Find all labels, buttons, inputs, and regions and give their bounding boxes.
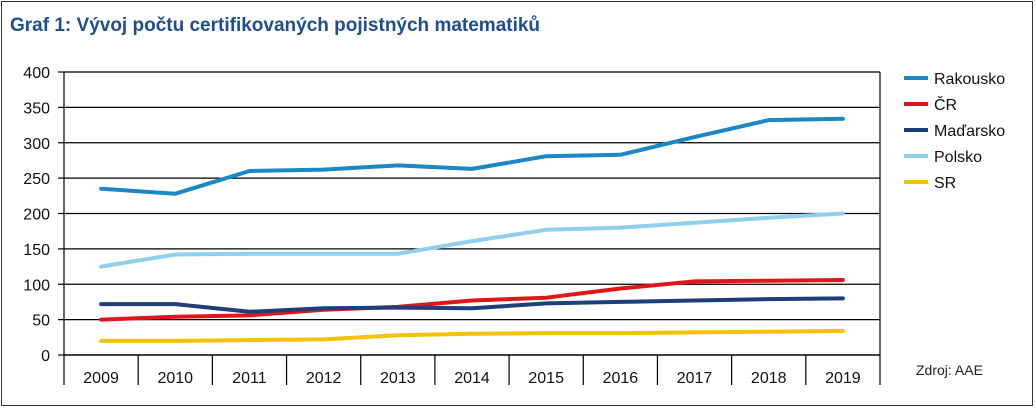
series-line-4 [99,328,845,343]
y-tick-label: 50 [32,313,50,330]
y-tick-label: 400 [23,65,50,82]
series-line-0 [99,116,845,196]
axes: 0 50 100 150 200 250 300 350 400 2009 2010 2011 2012… [23,65,881,387]
x-tick-label: 2015 [528,370,564,387]
x-tick-label: 2014 [454,370,490,387]
y-tick-label: 350 [23,100,50,117]
x-tick-label: 2009 [83,370,119,387]
legend-label-0: Rakousko [934,71,1005,88]
x-tick-label: 2013 [380,370,416,387]
x-tick-label: 2017 [677,370,713,387]
legend-label-3: Polsko [934,149,982,166]
x-tick-label: 2012 [306,370,342,387]
legend-label-4: SR [934,175,956,192]
x-tick-label: 2016 [603,370,639,387]
y-tick-label: 0 [41,348,50,365]
source-note: Zdroj: AAE [916,362,983,378]
y-tick-label: 300 [23,136,50,153]
x-tick-label: 2019 [825,370,861,387]
legend-label-2: Maďarsko [934,123,1005,140]
grid-lines [64,71,880,321]
y-tick-label: 100 [23,277,50,294]
series-lines [99,116,845,343]
y-tick-label: 200 [23,207,50,224]
series-line-3 [99,211,845,269]
chart-title: Graf 1: Vývoj počtu certifikovaných poji… [10,15,541,36]
y-tick-label: 250 [23,171,50,188]
x-tick-label: 2011 [232,370,267,387]
legend: Rakousko ČR Maďarsko Polsko SR [904,71,1005,192]
series-line-1 [99,278,845,322]
x-tick-label: 2010 [157,370,193,387]
legend-label-1: ČR [934,95,957,114]
series-line-2 [99,296,845,314]
x-tick-label: 2018 [751,370,787,387]
y-tick-label: 150 [23,242,50,259]
